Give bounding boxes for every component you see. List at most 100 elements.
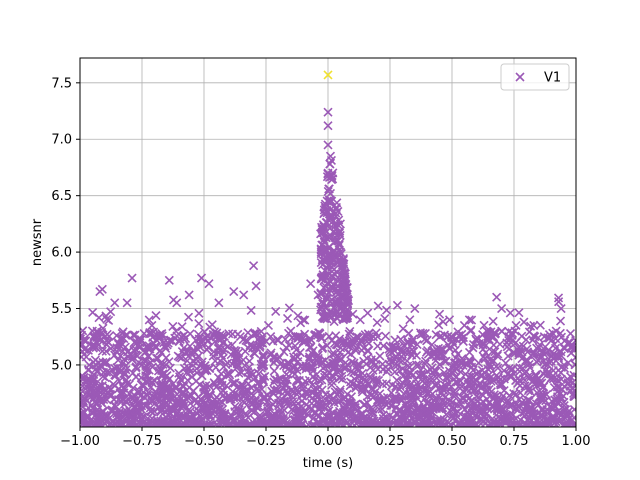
data-point	[319, 208, 329, 218]
data-point	[330, 288, 341, 298]
data-point	[172, 298, 182, 308]
data-point	[459, 412, 469, 422]
data-point	[301, 361, 311, 371]
data-point	[416, 412, 426, 422]
data-point	[164, 275, 174, 285]
data-point	[412, 388, 423, 398]
data-point	[421, 347, 431, 357]
data-point	[490, 328, 501, 339]
data-point	[482, 326, 492, 336]
data-point	[323, 107, 333, 117]
data-point	[406, 339, 416, 350]
data-point	[565, 371, 576, 382]
data-point	[391, 342, 401, 352]
data-point	[163, 393, 173, 403]
data-point	[254, 385, 264, 395]
data-point	[470, 399, 481, 409]
data-point	[298, 336, 308, 346]
data-point	[275, 373, 285, 384]
data-point	[100, 331, 110, 341]
data-point	[466, 325, 476, 335]
data-point	[233, 420, 243, 427]
data-point	[496, 380, 506, 390]
data-point	[428, 347, 438, 357]
data-point	[443, 340, 453, 350]
data-point	[349, 374, 360, 384]
data-point	[351, 381, 361, 391]
data-point	[243, 412, 253, 423]
data-point	[179, 390, 190, 400]
data-point	[166, 402, 176, 412]
data-point	[218, 353, 228, 363]
data-point	[335, 247, 345, 257]
data-point	[269, 385, 280, 395]
data-point	[111, 370, 121, 381]
data-point	[569, 388, 576, 399]
y-tick-label: 6.5	[51, 189, 72, 204]
data-point	[346, 367, 356, 377]
data-point	[325, 188, 336, 198]
data-point	[501, 397, 512, 407]
data-point	[174, 372, 185, 382]
data-point	[355, 360, 365, 370]
data-point	[364, 338, 374, 349]
data-point	[435, 360, 445, 370]
data-point	[128, 368, 138, 378]
data-point	[134, 357, 144, 367]
data-point	[184, 413, 194, 423]
data-point	[116, 333, 126, 343]
data-point	[147, 320, 157, 331]
data-point	[377, 404, 387, 414]
data-point	[211, 329, 221, 339]
legend-label: V1	[544, 71, 561, 86]
data-point	[156, 383, 166, 393]
data-point	[256, 326, 266, 336]
data-point	[182, 356, 192, 366]
data-point	[306, 404, 316, 415]
data-point	[424, 388, 434, 398]
data-point	[497, 303, 507, 314]
data-point	[80, 398, 87, 408]
data-point	[147, 378, 158, 388]
data-point	[199, 387, 209, 397]
data-point	[380, 398, 390, 409]
data-point	[268, 415, 278, 426]
data-point	[204, 420, 215, 427]
data-point	[327, 175, 337, 185]
data-point	[492, 292, 502, 302]
data-point	[211, 362, 221, 372]
data-point	[525, 421, 535, 427]
data-point	[87, 414, 97, 424]
data-point	[95, 387, 106, 397]
data-point	[530, 420, 540, 427]
data-point	[226, 420, 236, 427]
data-point	[142, 365, 152, 375]
data-point	[373, 395, 383, 405]
data-point	[375, 351, 385, 361]
data-point	[542, 405, 552, 415]
legend-marker-x	[515, 72, 525, 82]
x-axis-label: time (s)	[303, 456, 353, 471]
data-point	[488, 316, 498, 326]
data-point	[297, 419, 307, 427]
data-point	[548, 412, 558, 422]
data-point	[560, 363, 570, 374]
data-point	[444, 372, 454, 382]
data-point	[453, 400, 463, 410]
data-point	[419, 419, 429, 427]
data-point	[493, 363, 503, 373]
data-point	[142, 362, 152, 372]
data-point	[322, 246, 333, 256]
data-point	[120, 342, 130, 352]
data-point	[147, 417, 158, 427]
data-point	[431, 366, 441, 376]
data-point	[257, 360, 267, 370]
data-point	[162, 340, 172, 350]
data-point	[338, 258, 348, 268]
data-point	[526, 402, 536, 412]
data-point	[531, 399, 541, 409]
data-point	[539, 382, 549, 392]
data-point	[114, 376, 124, 386]
data-point	[101, 346, 111, 356]
data-point	[335, 219, 345, 229]
